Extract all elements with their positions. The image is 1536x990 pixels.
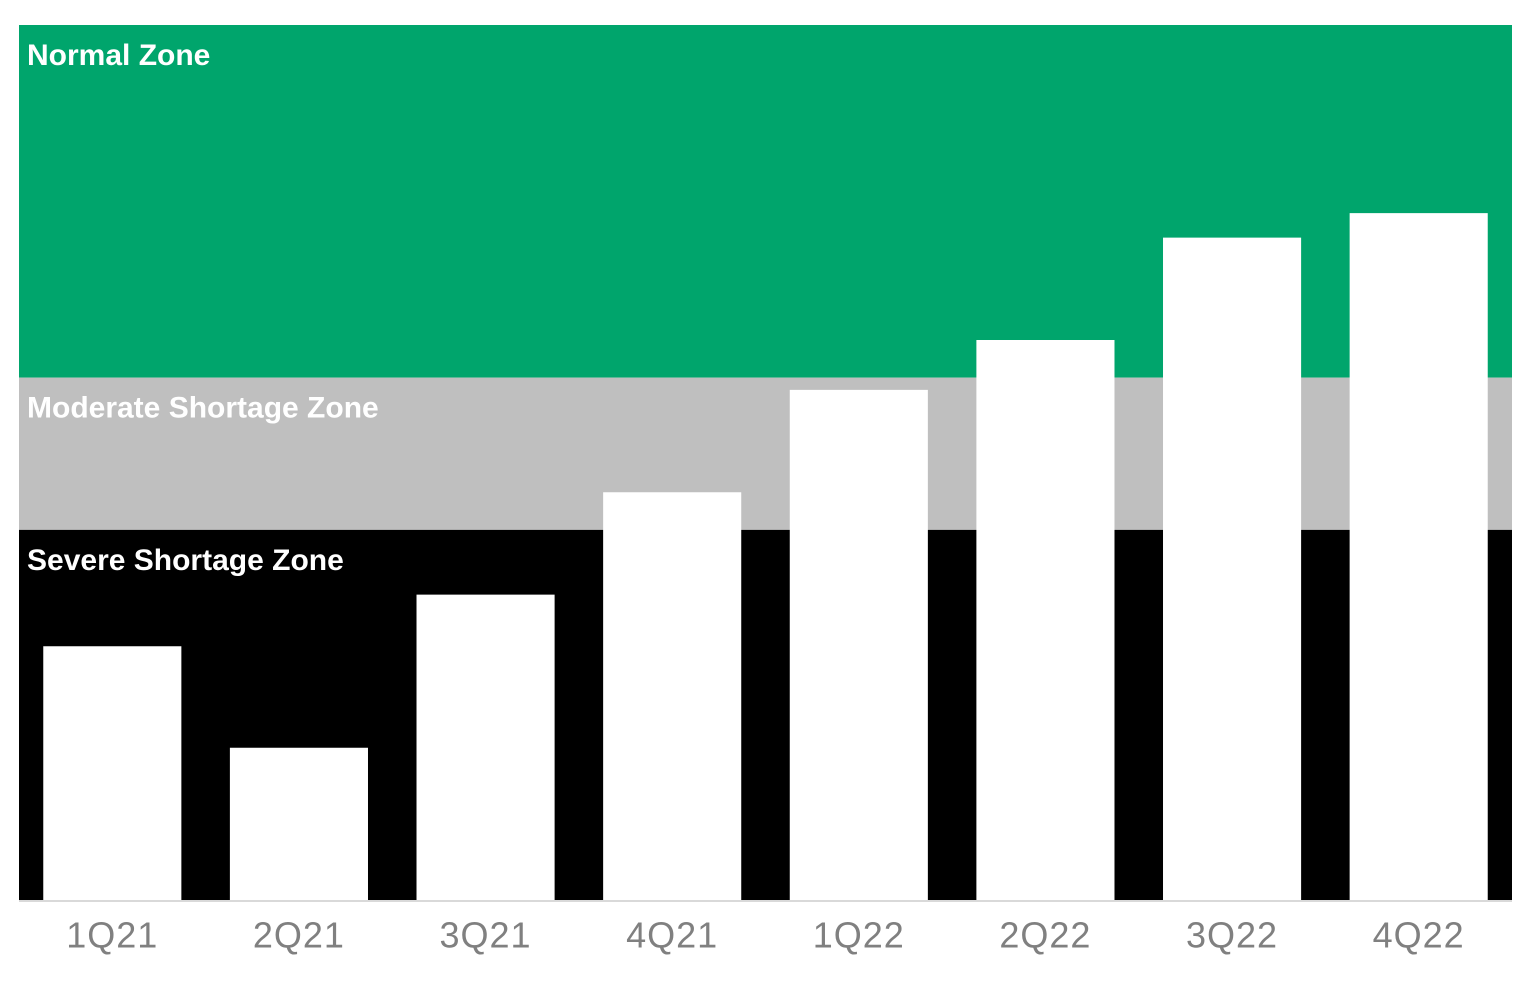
bar xyxy=(976,340,1115,900)
x-tick-label: 3Q22 xyxy=(1186,915,1278,956)
bar xyxy=(229,747,368,900)
x-tick-label: 1Q21 xyxy=(66,915,158,956)
bar xyxy=(1349,213,1488,900)
x-tick-label: 3Q21 xyxy=(440,915,532,956)
x-tick-label: 4Q22 xyxy=(1373,915,1465,956)
bar xyxy=(789,389,928,900)
bar xyxy=(416,594,555,900)
zone-label: Severe Shortage Zone xyxy=(27,544,344,577)
bar xyxy=(43,646,182,900)
zone-label: Normal Zone xyxy=(27,39,210,72)
zone-label: Moderate Shortage Zone xyxy=(27,392,379,425)
x-tick-label: 1Q22 xyxy=(813,915,905,956)
bar xyxy=(1163,237,1302,900)
bar xyxy=(603,492,742,900)
x-tick-label: 4Q21 xyxy=(626,915,718,956)
x-tick-label: 2Q22 xyxy=(999,915,1091,956)
x-tick-label: 2Q21 xyxy=(253,915,345,956)
